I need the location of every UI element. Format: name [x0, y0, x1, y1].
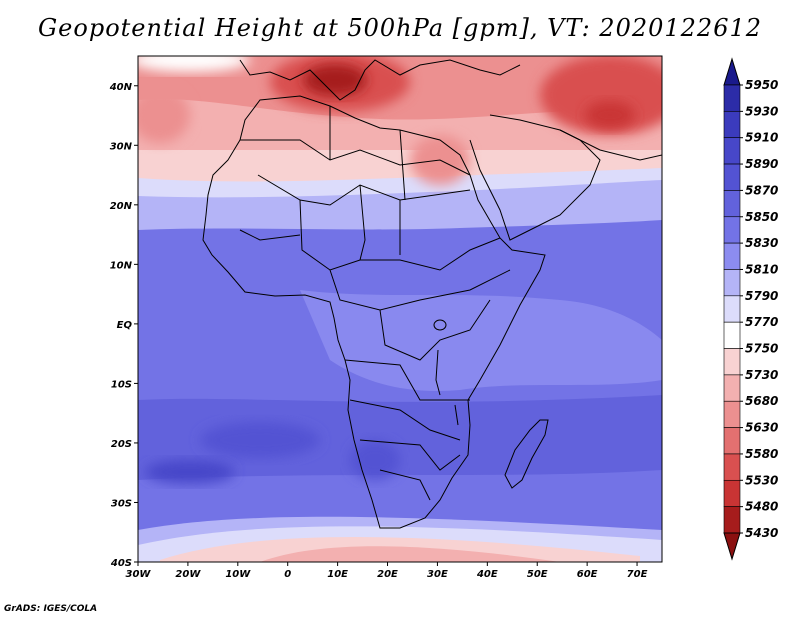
colorbar-swatch [723, 84, 741, 112]
lat-tick-label: EQ [117, 320, 133, 331]
lon-tick-label: 20W [175, 569, 201, 580]
colorbar-swatch [723, 479, 741, 507]
colorbar-label: 5930 [745, 104, 778, 118]
colorbar-label: 5630 [745, 421, 778, 435]
colorbar-swatch [723, 163, 741, 191]
lat-tick-label: 20S [111, 439, 132, 450]
colorbar-top-arrow [723, 57, 741, 86]
colorbar-label: 5750 [745, 342, 778, 356]
lat-tick-label: 30N [110, 141, 133, 152]
colorbar-swatch [723, 190, 741, 218]
lat-tick-label: 40N [109, 82, 133, 93]
colorbar-swatch [723, 242, 741, 270]
colorbar-label: 5680 [745, 394, 778, 408]
colorbar-label: 5430 [745, 526, 778, 540]
colorbar-label: 5830 [745, 236, 778, 250]
lat-axis: 40N 30N 20N 10N EQ 10S 20S 30S 40S [109, 82, 138, 569]
coastlines [202, 59, 662, 529]
lon-tick-label: 10W [225, 569, 251, 580]
colorbar: 5950 5930 5910 5890 5870 5850 5830 5810 5790 5770… [723, 57, 778, 561]
lon-tick-label: 20E [377, 569, 398, 580]
colorbar-label: 5530 [745, 473, 778, 487]
colorbar-swatch [723, 453, 741, 481]
colorbar-swatch [723, 295, 741, 323]
colorbar-swatch [723, 137, 741, 165]
lon-tick-label: 10E [327, 569, 348, 580]
lat-tick-label: 20N [110, 201, 133, 212]
colorbar-swatch [723, 216, 741, 244]
colorbar-swatch [723, 506, 741, 534]
lat-tick-label: 10S [111, 379, 132, 390]
lon-tick-label: 50E [527, 569, 548, 580]
grads-credit: GrADS: IGES/COLA [4, 604, 98, 614]
lon-tick-label: 40E [476, 569, 498, 580]
height-field [138, 56, 662, 562]
lon-tick-label: 60E [577, 569, 598, 580]
colorbar-label: 5580 [745, 447, 778, 461]
madagascar [504, 419, 549, 489]
lon-tick-label: 0 [284, 569, 291, 580]
lat-tick-label: 10N [110, 260, 133, 271]
colorbar-swatch [723, 348, 741, 376]
lon-tick-label: 30E [427, 569, 448, 580]
colorbar-label: 5870 [745, 183, 778, 197]
colorbar-bottom-arrow [723, 532, 741, 561]
arabia-coastline [469, 114, 601, 241]
map-frame [137, 55, 663, 563]
lat-tick-label: 40S [110, 558, 132, 569]
europe-coastline [239, 59, 521, 101]
map-title: Geopotential Height at 500hPa [gpm], VT:… [38, 14, 762, 42]
colorbar-swatch [723, 427, 741, 455]
colorbar-swatch [723, 374, 741, 402]
colorbar-label: 5850 [745, 210, 778, 224]
colorbar-swatch [723, 269, 741, 297]
colorbar-label: 5810 [745, 262, 778, 276]
colorbar-label: 5790 [745, 289, 778, 303]
colorbar-label: 5770 [745, 315, 778, 329]
lat-tick-label: 30S [111, 498, 132, 509]
colorbar-label: 5480 [745, 500, 778, 514]
colorbar-label: 5730 [745, 368, 778, 382]
colorbar-label: 5890 [745, 157, 778, 171]
colorbar-swatch [723, 321, 741, 349]
colorbar-label: 5950 [745, 78, 778, 92]
colorbar-swatch [723, 111, 741, 139]
lon-tick-label: 70E [627, 569, 648, 580]
lon-axis: 30W 20W 10W 0 10E 20E 30E 40E 50E 60E 70E [126, 562, 648, 580]
colorbar-label: 5910 [745, 131, 778, 145]
africa-coastline [202, 95, 546, 529]
colorbar-swatch [723, 400, 741, 428]
lon-tick-label: 30W [126, 569, 152, 580]
